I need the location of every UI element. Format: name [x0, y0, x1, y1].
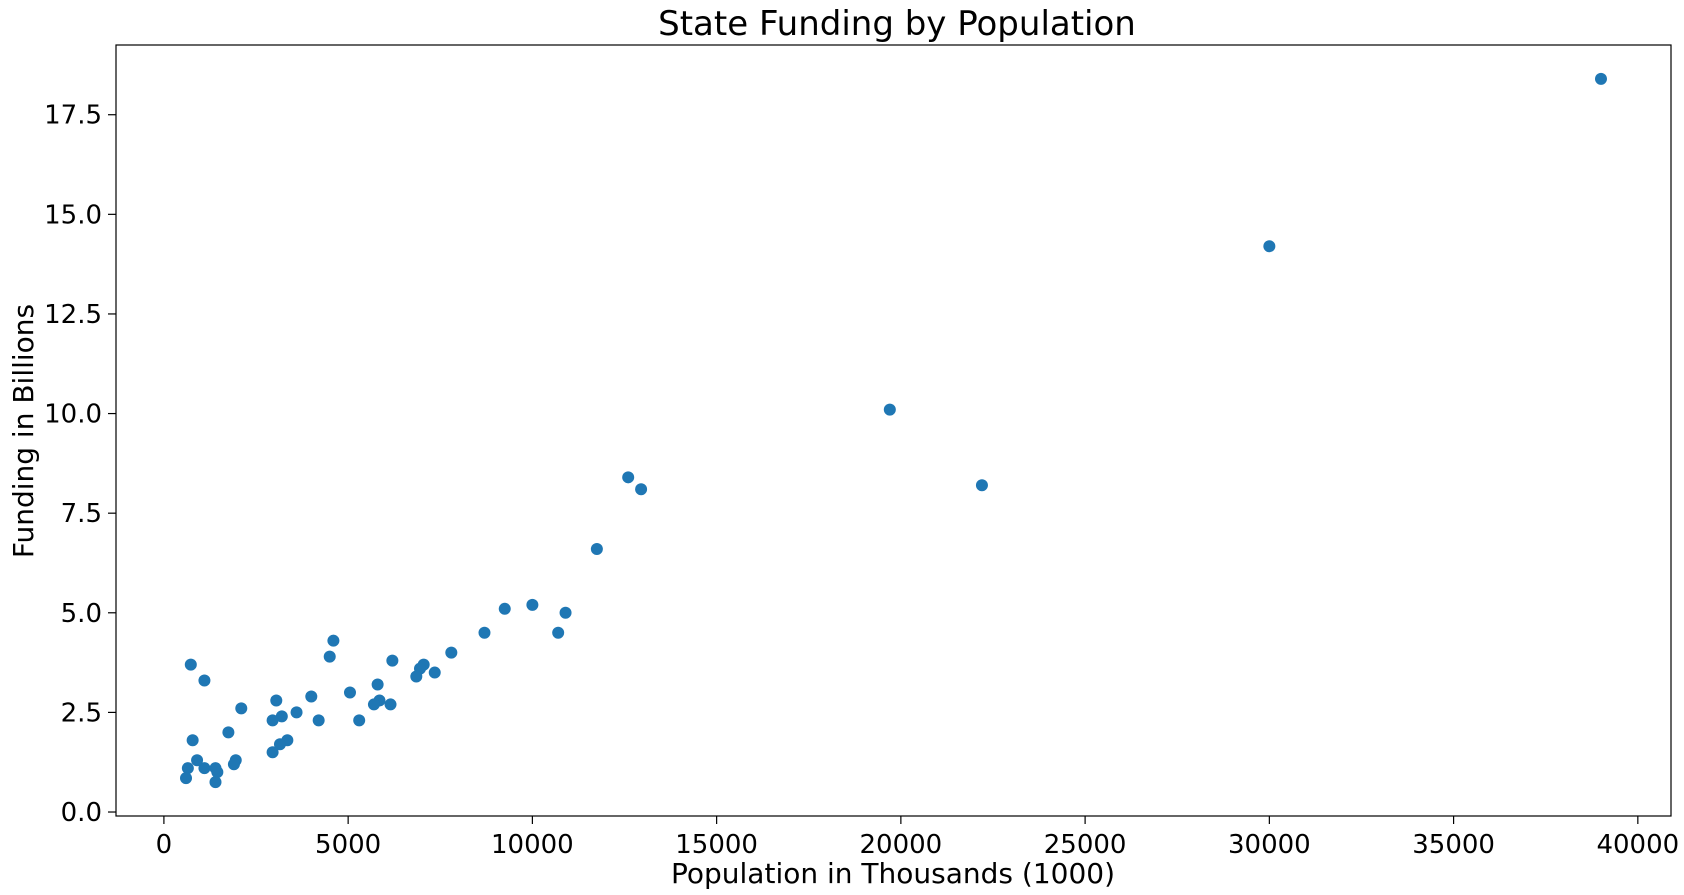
data-point-46: [184, 658, 197, 671]
data-point-22: [353, 714, 366, 727]
chart-title: State Funding by Population: [658, 4, 1136, 44]
y-tick-label: 15.0: [44, 200, 102, 230]
data-point-31: [273, 738, 286, 751]
y-tick-label: 12.5: [44, 300, 102, 330]
data-point-23: [343, 686, 356, 699]
data-point-26: [312, 714, 325, 727]
x-tick-label: 20000: [860, 830, 943, 860]
data-point-38: [222, 726, 235, 739]
y-tick-label: 7.5: [61, 499, 102, 529]
data-point-33: [266, 714, 279, 727]
x-axis: 0 5000 10000 15000 20000 25000 30000 35000 40000: [156, 816, 1679, 860]
data-point-5: [622, 471, 635, 484]
data-point-30: [275, 710, 288, 723]
data-point-47: [181, 762, 194, 775]
data-point-10: [498, 602, 511, 615]
data-point-0: [1594, 72, 1607, 85]
plot-frame: [115, 44, 1672, 817]
x-tick-label: 0: [156, 830, 173, 860]
y-axis: 0.0 2.5 5.0 7.5 10.0 12.5 15.0 17.5: [44, 101, 116, 828]
data-point-3: [883, 403, 896, 416]
y-tick-label: 5.0: [61, 599, 102, 629]
x-tick-label: 15000: [675, 830, 758, 860]
x-tick-label: 35000: [1412, 830, 1495, 860]
y-tick-label: 0.0: [61, 798, 102, 828]
data-point-2: [975, 479, 988, 492]
data-point-48: [180, 772, 193, 785]
data-point-18: [384, 698, 397, 711]
data-point-6: [590, 543, 603, 556]
y-tick-label: 2.5: [61, 698, 102, 728]
data-point-34: [266, 746, 279, 759]
data-point-43: [198, 762, 211, 775]
x-tick-label: 40000: [1596, 830, 1679, 860]
data-point-44: [191, 754, 204, 767]
data-point-25: [323, 650, 336, 663]
y-tick-label: 17.5: [44, 101, 102, 131]
plot-area: [180, 72, 1607, 789]
data-point-8: [552, 626, 565, 639]
y-axis-label: Funding in Billions: [7, 304, 40, 558]
data-point-24: [327, 634, 340, 647]
data-point-42: [198, 674, 211, 687]
y-tick-label: 10.0: [44, 400, 102, 430]
data-point-27: [305, 690, 318, 703]
data-point-4: [635, 483, 648, 496]
data-point-12: [445, 646, 458, 659]
x-tick-label: 30000: [1228, 830, 1311, 860]
data-point-11: [478, 626, 491, 639]
data-point-1: [1263, 240, 1276, 253]
data-point-37: [227, 758, 240, 771]
data-point-32: [270, 694, 283, 707]
x-axis-label: Population in Thousands (1000): [671, 857, 1115, 890]
data-point-20: [371, 678, 384, 691]
data-point-21: [367, 698, 380, 711]
data-point-16: [410, 670, 423, 683]
x-tick-label: 10000: [491, 830, 574, 860]
data-point-45: [186, 734, 199, 747]
data-point-9: [526, 598, 539, 611]
data-point-13: [428, 666, 441, 679]
data-point-17: [386, 654, 399, 667]
x-tick-label: 5000: [315, 830, 381, 860]
data-point-41: [209, 776, 222, 789]
data-point-40: [209, 762, 222, 775]
data-point-28: [290, 706, 303, 719]
data-point-7: [559, 606, 572, 619]
x-tick-label: 25000: [1044, 830, 1127, 860]
data-point-35: [235, 702, 248, 715]
